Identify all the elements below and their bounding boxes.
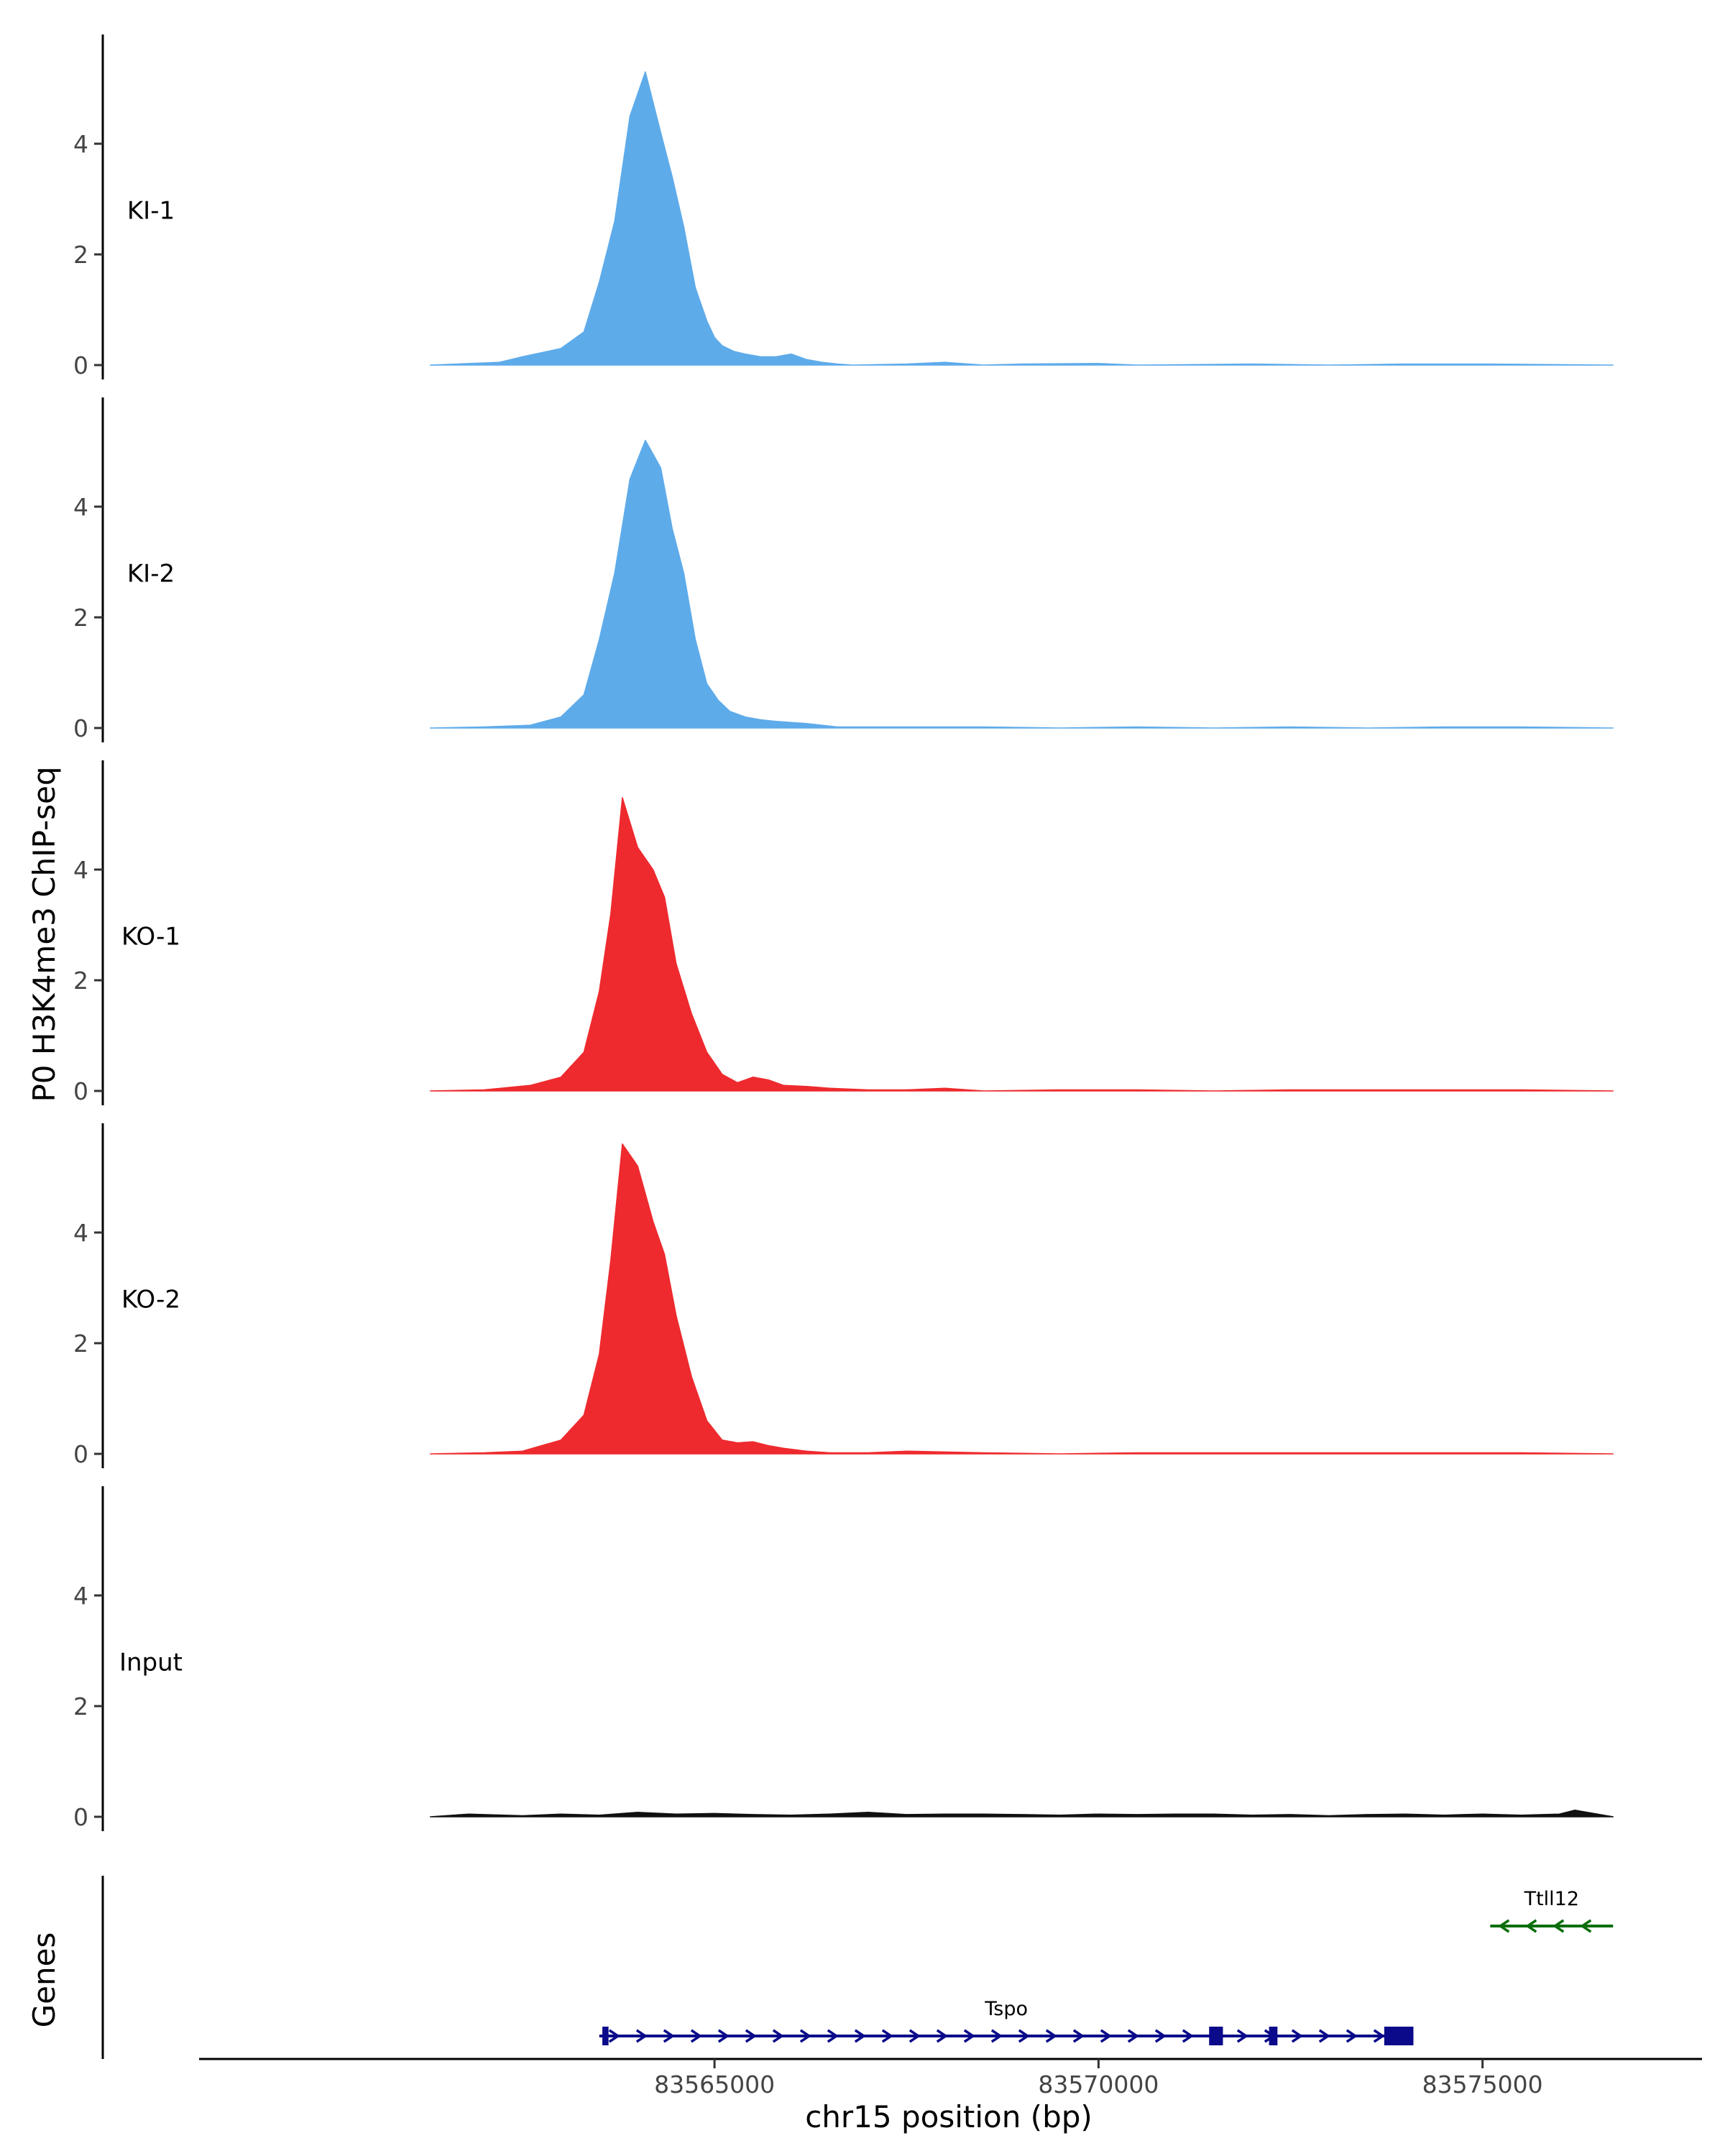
strand-arrow — [1525, 1919, 1537, 1933]
signal-area-ko-1 — [429, 797, 1614, 1092]
strand-arrow — [1291, 2029, 1303, 2043]
track-ki-1: 0 2 4 KI-1 — [73, 34, 1614, 379]
track-label: Input — [119, 1648, 183, 1677]
exon — [1269, 2027, 1278, 2045]
gene-label: Ttll12 — [1524, 1888, 1579, 1910]
y-tick-label: 4 — [73, 1582, 88, 1610]
gene-panel: Genes Tspo Ttll12 — [27, 1876, 1614, 2059]
strand-arrow — [1318, 2029, 1330, 2043]
y-tick-label: 2 — [73, 1692, 88, 1720]
gene-tspo: Tspo — [599, 1998, 1414, 2045]
strand-arrow — [608, 2029, 620, 2043]
strand-arrow — [908, 2029, 921, 2043]
track-ki-2: 0 2 4 KI-2 — [73, 397, 1614, 742]
strand-arrow — [990, 2029, 1003, 2043]
signal-area-input — [429, 1810, 1614, 1818]
signal-area-ki-2 — [429, 439, 1614, 729]
y-tick-label: 0 — [73, 1077, 88, 1105]
genes-axis-title: Genes — [27, 1932, 62, 2028]
strand-arrow — [1373, 2029, 1385, 2043]
strand-arrow — [1127, 2029, 1139, 2043]
x-axis: chr15 position (bp) 83565000 83570000 8357… — [199, 2058, 1702, 2134]
exon — [1384, 2027, 1414, 2045]
y-tick-label: 4 — [73, 130, 88, 158]
strand-arrow — [936, 2029, 948, 2043]
y-tick-label: 0 — [73, 351, 88, 379]
y-tick-label: 0 — [73, 1440, 88, 1468]
strand-arrow — [1236, 2029, 1248, 2043]
x-axis-title: chr15 position (bp) — [805, 2099, 1092, 2134]
strand-arrow — [963, 2029, 975, 2043]
y-tick-label: 4 — [73, 493, 88, 521]
track-label: KI-1 — [127, 196, 175, 225]
y-tick-label: 2 — [73, 241, 88, 269]
track-label: KO-1 — [121, 922, 180, 951]
signal-area-ko-2 — [429, 1143, 1614, 1455]
strand-arrow — [1346, 2029, 1358, 2043]
track-ko-2: 0 2 4 KO-2 — [73, 1123, 1614, 1468]
track-label: KO-2 — [121, 1285, 180, 1314]
x-tick-label: 83565000 — [654, 2070, 775, 2099]
strand-arrow — [690, 2029, 702, 2043]
strand-arrow — [1580, 1919, 1592, 1933]
strand-arrow — [854, 2029, 866, 2043]
track-ko-1: 0 2 4 KO-1 — [73, 760, 1614, 1105]
gene-ttll12: Ttll12 — [1490, 1888, 1614, 1933]
strand-arrow — [1100, 2029, 1112, 2043]
track-input: 0 2 4 Input — [73, 1486, 1614, 1831]
track-label: KI-2 — [127, 559, 175, 588]
strand-arrow — [1154, 2029, 1167, 2043]
strand-arrow — [799, 2029, 811, 2043]
exon — [602, 2027, 609, 2045]
strand-arrow — [745, 2029, 757, 2043]
track-panels: 0 2 4 KI-1 0 2 4 KI-2 0 2 4 KO-1 0 2 4 KO-2 0 2 4 Input — [73, 34, 1614, 1831]
exon — [1209, 2027, 1223, 2045]
strand-arrow — [827, 2029, 839, 2043]
strand-arrow — [1498, 1919, 1510, 1933]
y-tick-label: 4 — [73, 856, 88, 884]
y-tick-label: 0 — [73, 1803, 88, 1831]
strand-arrow — [881, 2029, 893, 2043]
strand-arrow — [772, 2029, 784, 2043]
y-tick-label: 2 — [73, 967, 88, 995]
strand-arrow — [1045, 2029, 1057, 2043]
y-axis-title: P0 H3K4me3 ChIP-seq — [27, 766, 62, 1102]
strand-arrow — [663, 2029, 675, 2043]
strand-arrow — [1072, 2029, 1085, 2043]
gene-label: Tspo — [984, 1998, 1028, 2020]
y-tick-label: 2 — [73, 1330, 88, 1358]
signal-area-ki-1 — [429, 71, 1614, 366]
y-tick-label: 4 — [73, 1219, 88, 1247]
y-tick-label: 2 — [73, 604, 88, 632]
x-tick-label: 83570000 — [1038, 2070, 1159, 2099]
y-tick-label: 0 — [73, 714, 88, 742]
x-tick-label: 83575000 — [1422, 2070, 1543, 2099]
strand-arrow — [717, 2029, 730, 2043]
strand-arrow — [1552, 1919, 1565, 1933]
strand-arrow — [635, 2029, 648, 2043]
strand-arrow — [1018, 2029, 1030, 2043]
strand-arrow — [1182, 2029, 1194, 2043]
